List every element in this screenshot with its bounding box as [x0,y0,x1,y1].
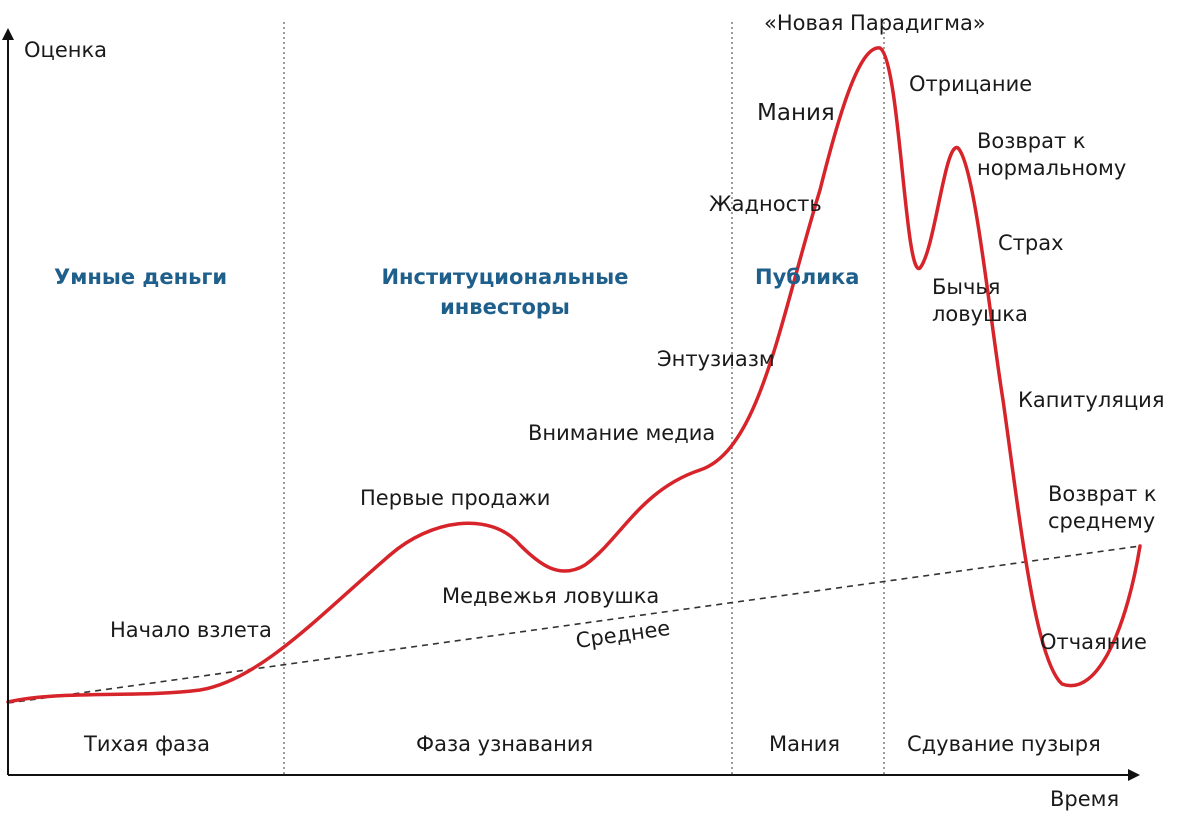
label-return-normal-line1: Возврат к [977,129,1086,153]
label-bull-trap-line1: Бычья [932,275,1001,299]
label-first-selloff: Первые продажи [360,486,551,510]
group-smart-money: Умные деньги [54,265,228,289]
phase-mania: Мания [769,732,840,756]
group-institutional: Институциональные инвесторы [372,262,638,323]
y-axis-label: Оценка [24,38,108,62]
label-bear-trap: Медвежья ловушка [442,584,660,608]
phase-blowoff: Сдувание пузыря [907,732,1101,756]
label-return-mean-line1: Возврат к [1048,482,1157,506]
group-institutional-line2: инвесторы [440,295,570,320]
label-mania: Мания [757,100,835,126]
x-axis-label: Время [1050,787,1120,811]
label-return-mean-line2: среднему [1048,509,1156,534]
label-bull-trap-line2: ловушка [932,302,1028,327]
label-despair: Отчаяние [1040,630,1147,654]
label-return-normal-line2: нормальному [977,156,1127,181]
group-institutional-line1: Институциональные [381,265,629,289]
label-fear: Страх [998,231,1064,255]
label-bull-trap: Бычья ловушка [932,274,1028,329]
label-enthusiasm: Энтузиазм [657,347,775,371]
label-denial: Отрицание [909,72,1033,96]
label-new-paradigm: «Новая Парадигма» [764,11,986,35]
phase-awareness: Фаза узнавания [416,732,594,756]
price-curve [6,46,1142,704]
label-return-mean: Возврат к среднему [1048,481,1157,536]
label-media-attention: Внимание медиа [528,421,716,445]
group-public: Публика [755,265,860,289]
mean-trend-line [7,545,1141,704]
phase-stealth: Тихая фаза [84,732,210,756]
label-greed: Жадность [709,192,822,216]
label-capitulation: Капитуляция [1018,388,1165,412]
label-takeoff: Начало взлета [110,618,272,642]
label-return-normal: Возврат к нормальному [977,128,1126,183]
